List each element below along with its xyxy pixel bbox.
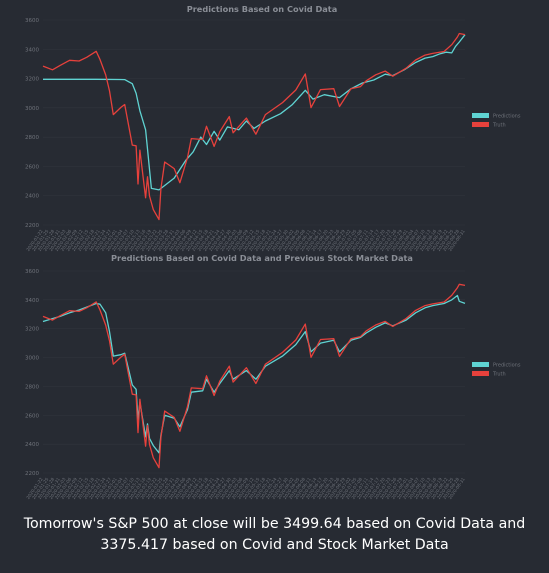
y-tick-label: 3200 xyxy=(25,327,39,333)
gridlines xyxy=(43,270,465,474)
legend: Predictions Truth xyxy=(472,113,521,129)
y-tick-label: 2200 xyxy=(25,471,39,477)
y-tick-label: 2600 xyxy=(25,413,39,419)
covid-stock-prediction-chart: Predictions Based on Covid Data and Prev… xyxy=(25,253,521,501)
covid-chart-panel: Predictions Based on Covid Data 2200 2400 2… xyxy=(0,0,549,258)
y-tick-label: 2400 xyxy=(25,194,39,200)
legend: Predictions Truth xyxy=(472,362,521,378)
covid-stock-chart-panel: Predictions Based on Covid Data and Prev… xyxy=(0,250,549,510)
covid-prediction-chart: Predictions Based on Covid Data220024002… xyxy=(25,4,521,253)
forecast-summary-line-2: 3375.417 based on Covid and Stock Market… xyxy=(100,537,449,553)
y-tick-label: 3000 xyxy=(25,356,39,362)
y-tick-label: 3400 xyxy=(25,47,39,53)
y-tick-label: 2800 xyxy=(25,135,39,141)
series-line-predictions xyxy=(42,294,466,454)
series-line-truth xyxy=(42,32,466,221)
y-tick-label: 2800 xyxy=(25,384,39,390)
series-line-truth xyxy=(42,283,466,469)
legend-label: Predictions xyxy=(493,363,521,369)
series-line-predictions xyxy=(43,34,466,191)
chart-title: Predictions Based on Covid Data and Prev… xyxy=(111,253,413,263)
legend-swatch-predictions xyxy=(472,362,489,367)
gridlines xyxy=(43,19,465,226)
y-tick-label: 3200 xyxy=(25,77,39,83)
forecast-summary: Tomorrow's S&P 500 at close will be 3499… xyxy=(0,514,549,556)
legend-label: Truth xyxy=(492,123,506,129)
y-tick-label: 2200 xyxy=(25,223,39,229)
y-axis: 2200 2400 2600 2800 3000 3200 3400 3600 xyxy=(25,269,39,477)
y-tick-label: 2600 xyxy=(25,164,39,170)
chart-title: Predictions Based on Covid Data xyxy=(187,4,337,14)
y-tick-label: 3600 xyxy=(25,269,39,275)
forecast-summary-line-1: Tomorrow's S&P 500 at close will be 3499… xyxy=(23,516,526,532)
y-tick-label: 3000 xyxy=(25,106,39,112)
y-axis: 2200 2400 2600 2800 3000 3200 3400 3600 xyxy=(25,18,39,229)
y-tick-label: 3600 xyxy=(25,18,39,24)
legend-label: Predictions xyxy=(493,114,521,120)
x-axis: 2020-01-222020-01-252020-01-282020-01-31… xyxy=(25,476,466,500)
y-tick-label: 3400 xyxy=(25,298,39,304)
legend-swatch-predictions xyxy=(472,113,489,118)
legend-label: Truth xyxy=(492,372,506,378)
legend-swatch-truth xyxy=(472,122,489,127)
x-axis: 2020-01-222020-01-252020-01-282020-01-31… xyxy=(25,228,466,252)
legend-swatch-truth xyxy=(472,371,489,376)
y-tick-label: 2400 xyxy=(25,442,39,448)
